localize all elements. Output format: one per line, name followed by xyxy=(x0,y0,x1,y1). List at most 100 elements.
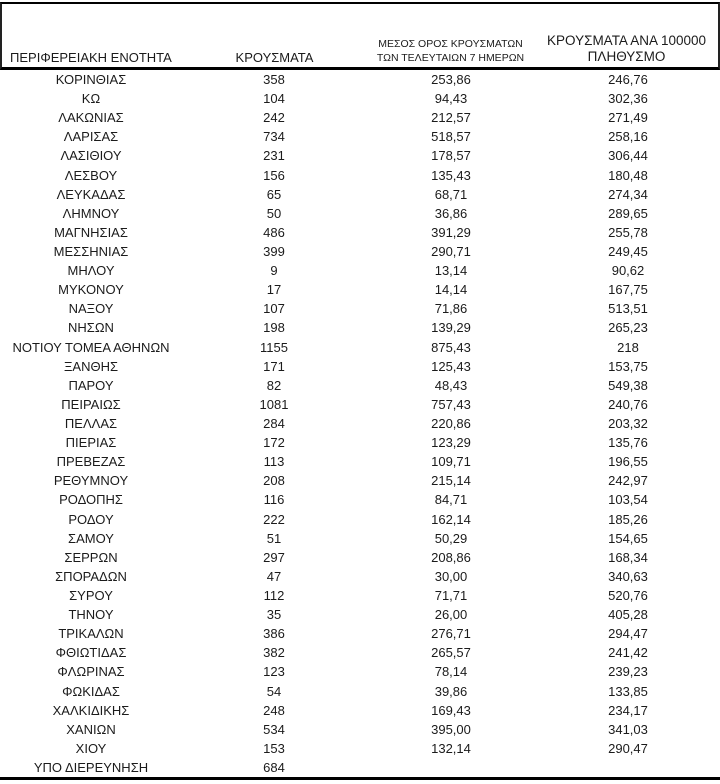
table-row: ΦΛΩΡΙΝΑΣ 123 78,14 239,23 xyxy=(0,662,720,681)
cell-per100k: 249,45 xyxy=(608,244,648,260)
cell-cases: 153 xyxy=(263,740,285,756)
cell-avg7: 123,29 xyxy=(431,435,471,451)
cell-cases: 1155 xyxy=(260,339,288,355)
cell-region: ΞΑΝΘΗΣ xyxy=(63,358,119,374)
table-row: ΤΡΙΚΑΛΩΝ 386 276,71 294,47 xyxy=(0,624,720,643)
cell-avg7: 39,86 xyxy=(434,683,468,699)
cell-avg7: 14,14 xyxy=(434,282,468,298)
cell-region: ΦΩΚΙΔΑΣ xyxy=(62,683,120,699)
cell-per100k: 255,78 xyxy=(608,224,648,240)
cell-region: ΛΗΜΝΟΥ xyxy=(62,205,120,221)
cell-per100k: 90,62 xyxy=(611,263,645,279)
table-row: ΜΗΛΟΥ 9 13,14 90,62 xyxy=(0,261,720,280)
cell-per100k: 258,16 xyxy=(608,129,648,145)
cell-per100k: 103,54 xyxy=(608,492,648,508)
table-row: ΣΥΡΟΥ 112 71,71 520,76 xyxy=(0,586,720,605)
cell-cases: 51 xyxy=(266,530,282,546)
table-row: ΝΑΞΟΥ 107 71,86 513,51 xyxy=(0,299,720,318)
cell-region: ΜΗΛΟΥ xyxy=(67,263,115,279)
cell-cases: 171 xyxy=(263,358,285,374)
cell-region: ΚΩ xyxy=(81,91,101,107)
cell-avg7: 125,43 xyxy=(431,358,471,374)
cell-region: ΤΗΝΟΥ xyxy=(68,607,114,623)
cell-per100k: 513,51 xyxy=(608,301,648,317)
table-row: ΜΑΓΝΗΣΙΑΣ 486 391,29 255,78 xyxy=(0,223,720,242)
table-row: ΚΟΡΙΝΘΙΑΣ 358 253,86 246,76 xyxy=(0,70,720,89)
cell-cases: 17 xyxy=(266,282,282,298)
cell-region: ΝΑΞΟΥ xyxy=(68,301,114,317)
header-avg7: ΜΕΣΟΣ ΟΡΟΣ ΚΡΟΥΣΜΑΤΩΝ ΤΩΝ ΤΕΛΕΥΤΑΙΩΝ 7 Η… xyxy=(366,37,535,65)
cell-avg7: 290,71 xyxy=(431,244,471,260)
cell-avg7: 84,71 xyxy=(434,492,468,508)
table-row: ΦΘΙΩΤΙΔΑΣ 382 265,57 241,42 xyxy=(0,643,720,662)
cell-cases: 112 xyxy=(263,588,285,603)
cell-cases: 54 xyxy=(266,683,282,699)
table-row: ΠΕΛΛΑΣ 284 220,86 203,32 xyxy=(0,414,720,433)
cell-avg7: 265,57 xyxy=(431,645,471,661)
cell-avg7: 48,43 xyxy=(434,377,468,393)
cell-cases: 284 xyxy=(263,416,285,432)
table-row: ΛΕΥΚΑΔΑΣ 65 68,71 274,34 xyxy=(0,185,720,204)
cell-per100k: 290,47 xyxy=(608,740,648,756)
cell-per100k: 240,76 xyxy=(608,396,648,412)
table-row: ΠΑΡΟΥ 82 48,43 549,38 xyxy=(0,376,720,395)
cell-region: ΥΠΟ ΔΙΕΡΕΥΝΗΣΗ xyxy=(33,759,149,775)
table-row: ΥΠΟ ΔΙΕΡΕΥΝΗΣΗ 684 xyxy=(0,758,720,777)
cell-region: ΛΕΣΒΟΥ xyxy=(64,167,118,183)
table-body: ΚΟΡΙΝΘΙΑΣ 358 253,86 246,76 ΚΩ 104 94,43… xyxy=(0,70,720,777)
table-row: ΜΕΣΣΗΝΙΑΣ 399 290,71 249,45 xyxy=(0,242,720,261)
cell-cases: 734 xyxy=(263,129,285,145)
cell-avg7: 30,00 xyxy=(434,568,468,584)
cell-per100k: 306,44 xyxy=(608,148,648,164)
cell-avg7: 132,14 xyxy=(431,740,471,756)
table-row: ΝΟΤΙΟΥ ΤΟΜΕΑ ΑΘΗΝΩΝ 1155 875,43 218 xyxy=(0,338,720,357)
table-row: ΡΟΔΟΥ 222 162,14 185,26 xyxy=(0,510,720,529)
cell-per100k: 340,63 xyxy=(608,568,648,584)
cell-cases: 534 xyxy=(263,721,285,737)
header-per100k-line1: ΚΡΟΥΣΜΑΤΑ ΑΝΑ 100000 xyxy=(547,33,707,48)
cell-avg7: 215,14 xyxy=(431,473,471,489)
table-row: ΛΕΣΒΟΥ 156 135,43 180,48 xyxy=(0,166,720,185)
cell-region: ΠΙΕΡΙΑΣ xyxy=(65,435,117,451)
cell-avg7: 395,00 xyxy=(431,721,471,737)
cell-cases: 399 xyxy=(263,244,285,260)
cell-cases: 172 xyxy=(263,435,285,451)
header-avg7-line2: ΤΩΝ ΤΕΛΕΥΤΑΙΩΝ 7 ΗΜΕΡΩΝ xyxy=(376,52,525,64)
cell-cases: 35 xyxy=(266,607,282,623)
cell-region: ΜΥΚΟΝΟΥ xyxy=(58,282,124,298)
table-header-row: ΠΕΡΙΦΕΡΕΙΑΚΗ ΕΝΟΤΗΤΑ ΚΡΟΥΣΜΑΤΑ ΜΕΣΟΣ ΟΡΟ… xyxy=(0,2,720,70)
cell-cases: 82 xyxy=(266,377,282,393)
cell-cases: 47 xyxy=(266,568,282,584)
cell-avg7: 253,86 xyxy=(431,72,471,88)
cell-cases: 297 xyxy=(263,549,285,565)
cell-avg7: 169,43 xyxy=(431,702,471,718)
cell-per100k: 135,76 xyxy=(608,435,648,451)
table-row: ΤΗΝΟΥ 35 26,00 405,28 xyxy=(0,605,720,624)
cell-cases: 65 xyxy=(266,186,282,202)
cell-per100k: 180,48 xyxy=(608,167,648,183)
cell-region: ΛΕΥΚΑΔΑΣ xyxy=(56,186,126,202)
cell-cases: 242 xyxy=(263,110,285,126)
cell-avg7: 135,43 xyxy=(431,167,471,183)
cell-region: ΠΕΙΡΑΙΩΣ xyxy=(61,396,121,412)
table-row: ΡΟΔΟΠΗΣ 116 84,71 103,54 xyxy=(0,490,720,509)
cell-avg7: 518,57 xyxy=(431,129,471,145)
cell-cases: 156 xyxy=(263,167,285,183)
table-row: ΝΗΣΩΝ 198 139,29 265,23 xyxy=(0,318,720,337)
table-row: ΠΡΕΒΕΖΑΣ 113 109,71 196,55 xyxy=(0,452,720,471)
cell-region: ΧΑΛΚΙΔΙΚΗΣ xyxy=(52,702,130,718)
cell-region: ΠΑΡΟΥ xyxy=(68,377,114,393)
cell-avg7: 50,29 xyxy=(434,530,468,546)
cell-region: ΝΟΤΙΟΥ ΤΟΜΕΑ ΑΘΗΝΩΝ xyxy=(12,339,170,355)
cell-per100k: 289,65 xyxy=(608,205,648,221)
cell-per100k: 405,28 xyxy=(608,607,648,623)
cell-region: ΜΕΣΣΗΝΙΑΣ xyxy=(53,244,129,260)
cell-per100k: 239,23 xyxy=(608,664,648,680)
cell-avg7: 391,29 xyxy=(431,224,471,240)
cell-cases: 198 xyxy=(263,320,285,336)
cell-avg7: 68,71 xyxy=(434,186,468,202)
cell-per100k: 218 xyxy=(617,339,639,355)
cell-per100k: 185,26 xyxy=(608,511,648,527)
cell-per100k: 241,42 xyxy=(608,645,648,661)
